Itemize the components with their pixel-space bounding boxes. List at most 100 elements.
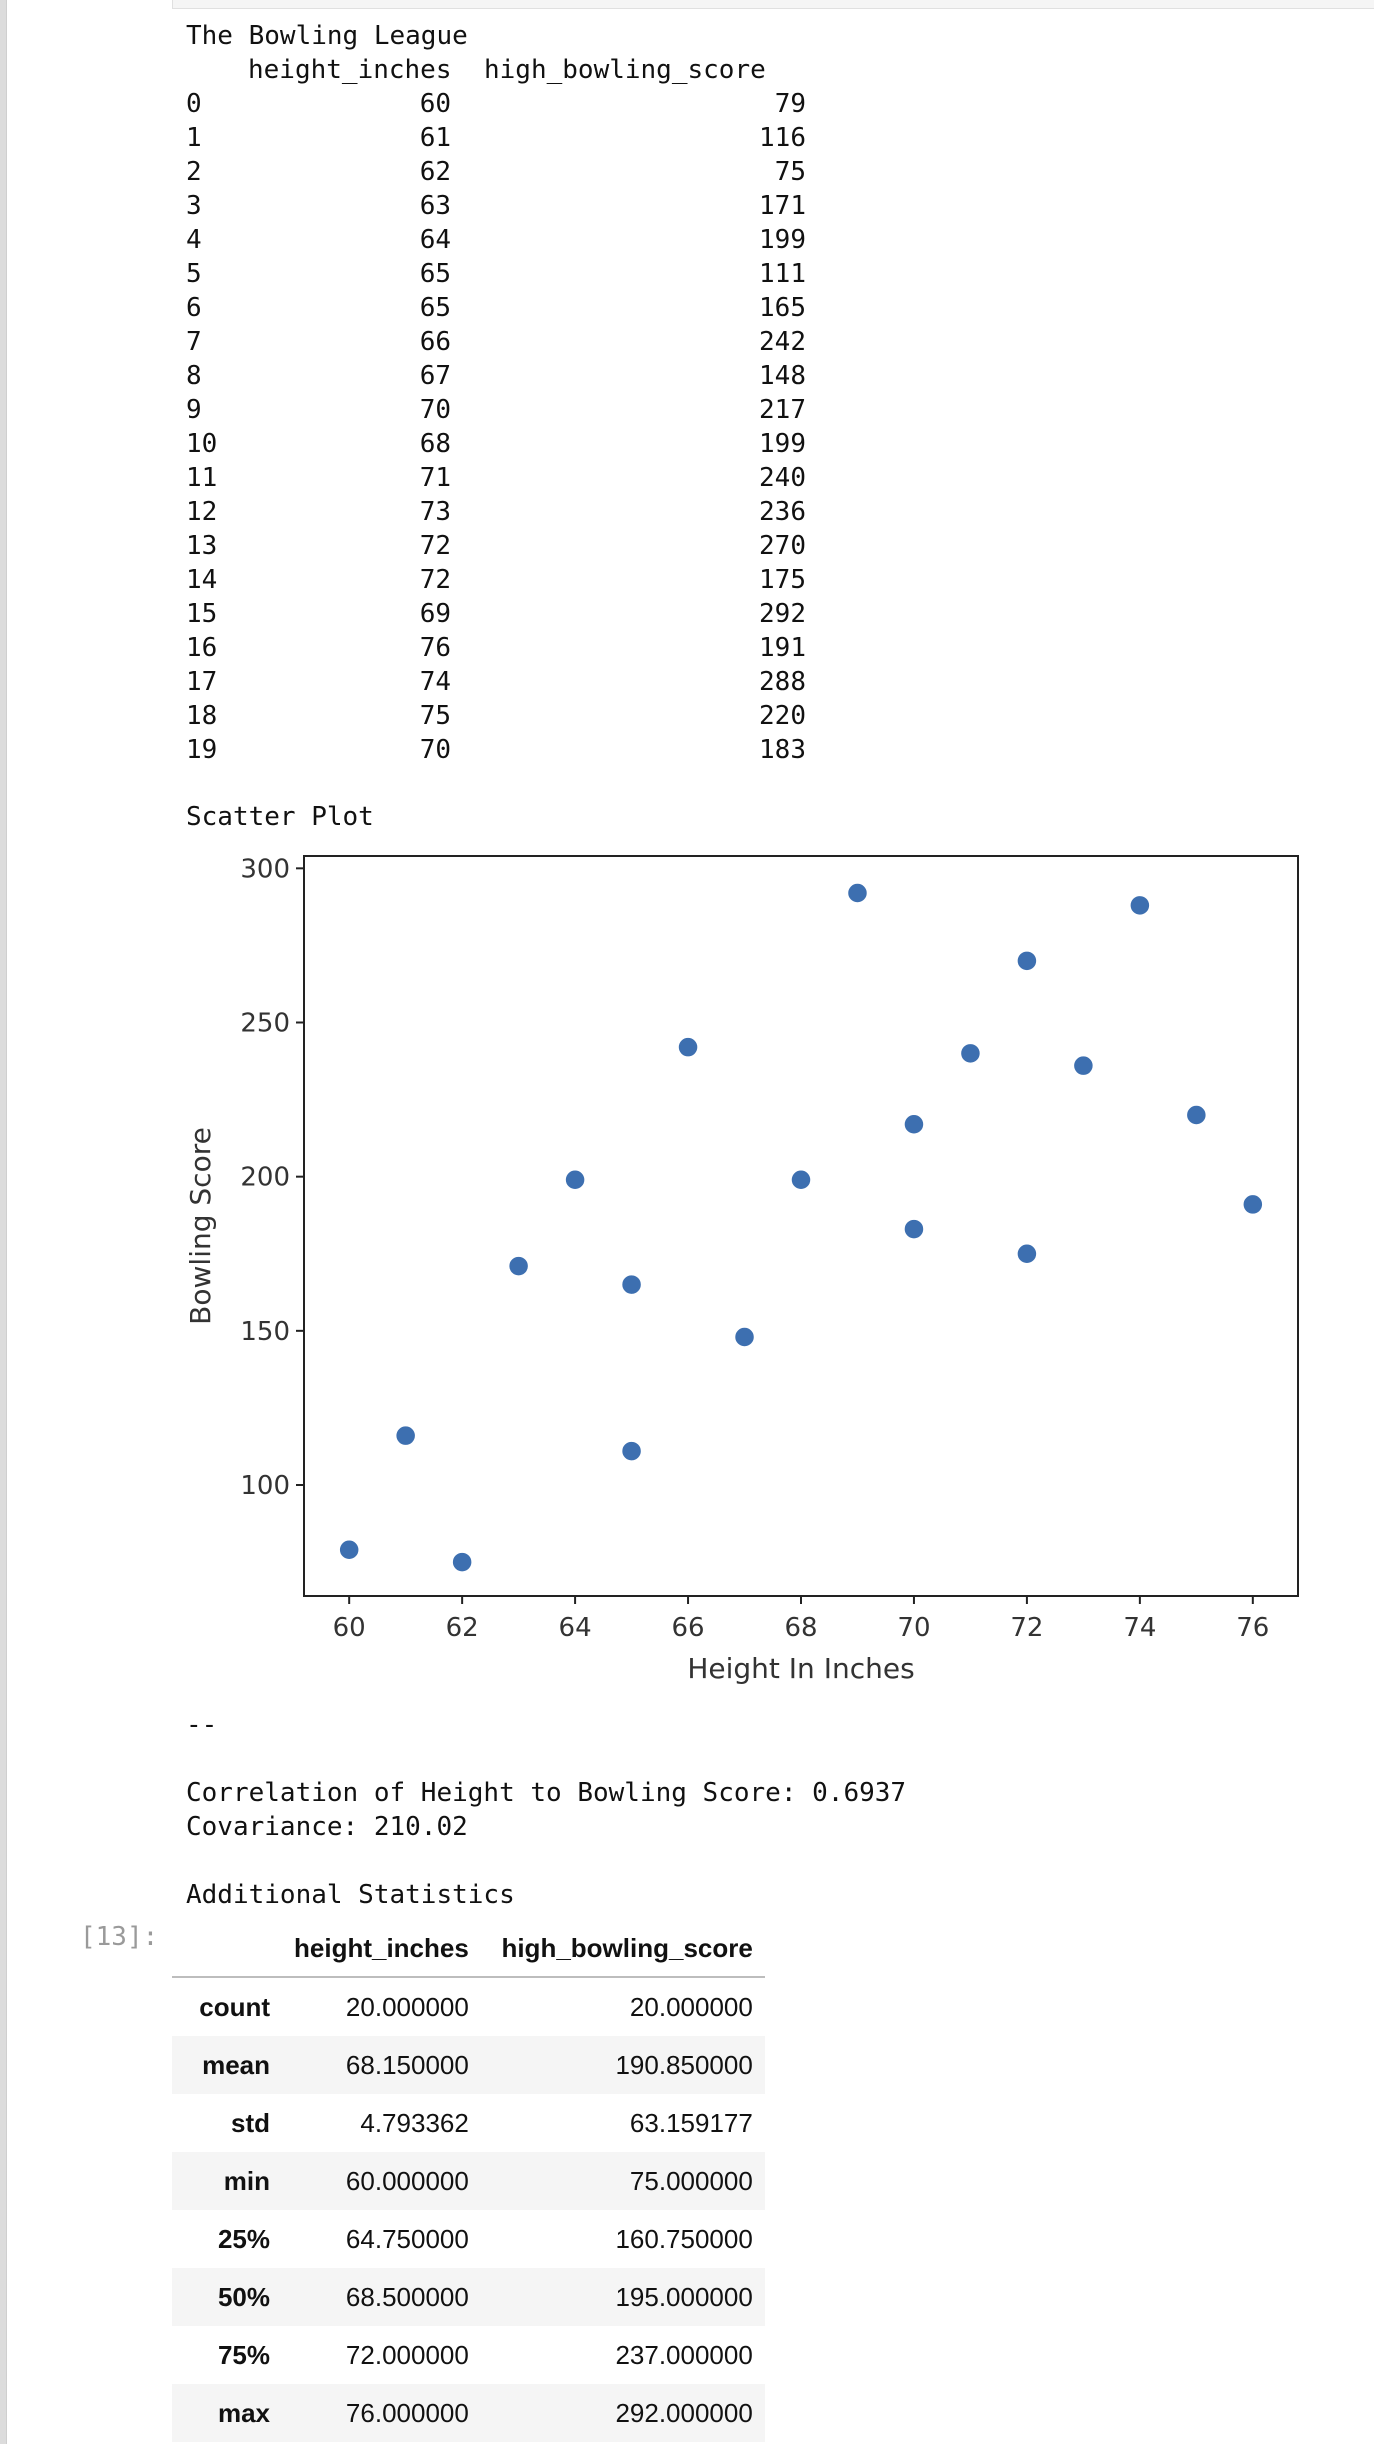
row-index: 4 bbox=[186, 225, 202, 255]
stats-row: 75% 72.000000 237.000000 bbox=[172, 2326, 765, 2384]
row-index: 11 bbox=[186, 463, 218, 493]
scatter-point bbox=[903, 1113, 925, 1135]
score-value: 236 bbox=[759, 497, 806, 527]
height-value: 60 bbox=[419, 89, 451, 119]
score-value: 292 bbox=[759, 599, 806, 629]
row-index: 18 bbox=[186, 701, 218, 731]
x-axis-label: Height In Inches bbox=[687, 1652, 914, 1685]
height-value: 67 bbox=[419, 361, 451, 391]
score-value: 171 bbox=[759, 191, 806, 221]
height-value: 65 bbox=[419, 293, 451, 323]
scatter-point bbox=[620, 1440, 643, 1462]
stats-column-header-height: height_inches bbox=[282, 1920, 481, 1978]
stats-height-value: 60.000000 bbox=[345, 2165, 469, 2196]
row-index: 1 bbox=[186, 123, 202, 153]
scatter-point bbox=[733, 1326, 756, 1348]
height-value: 61 bbox=[419, 123, 451, 153]
score-value: 116 bbox=[759, 123, 806, 153]
score-value: 79 bbox=[774, 89, 806, 119]
scatter-point bbox=[1185, 1104, 1208, 1126]
scatter-point bbox=[846, 882, 869, 904]
x-axis-ticks: 60 62 64 66 68 70 72 74 76 bbox=[333, 1596, 1269, 1643]
x-tick-label: 66 bbox=[671, 1613, 704, 1643]
stats-height-value: 64.750000 bbox=[345, 2223, 469, 2254]
stats-score-value: 20.000000 bbox=[629, 1991, 753, 2022]
height-value: 72 bbox=[419, 531, 451, 561]
scatter-point bbox=[903, 1218, 925, 1240]
row-index: 17 bbox=[186, 667, 218, 697]
row-index: 7 bbox=[186, 327, 202, 357]
stats-score-value: 195.000000 bbox=[615, 2281, 753, 2312]
row-index: 2 bbox=[186, 157, 202, 187]
stats-row-label: mean bbox=[202, 2049, 270, 2080]
height-value: 76 bbox=[419, 633, 451, 663]
stats-row: std 4.793362 63.159177 bbox=[172, 2094, 765, 2152]
row-index: 14 bbox=[186, 565, 218, 595]
height-value: 71 bbox=[419, 463, 451, 493]
stats-column-header-score: high_bowling_score bbox=[480, 1920, 765, 1978]
score-value: 199 bbox=[759, 429, 806, 459]
height-value: 72 bbox=[419, 565, 451, 595]
score-value: 199 bbox=[759, 225, 806, 255]
score-value: 242 bbox=[759, 327, 806, 357]
scatter-point bbox=[620, 1273, 643, 1296]
row-index: 0 bbox=[186, 89, 202, 119]
describe-statistics-table: height_inches high_bowling_score count 20… bbox=[172, 1920, 765, 2442]
stats-corner-cell bbox=[172, 1920, 282, 1978]
score-value: 75 bbox=[774, 157, 806, 187]
row-index: 5 bbox=[186, 259, 202, 289]
height-value: 70 bbox=[419, 735, 451, 765]
stats-score-value: 63.159177 bbox=[629, 2107, 753, 2138]
score-value: 217 bbox=[759, 395, 806, 425]
score-value: 220 bbox=[759, 701, 806, 731]
row-index: 8 bbox=[186, 361, 202, 391]
stats-height-value: 72.000000 bbox=[345, 2339, 469, 2370]
x-tick-label: 70 bbox=[897, 1613, 930, 1643]
row-index: 12 bbox=[186, 497, 218, 527]
row-index: 19 bbox=[186, 735, 218, 765]
height-value: 74 bbox=[419, 667, 451, 697]
scatter-heading: Scatter Plot bbox=[186, 802, 374, 832]
additional-statistics-heading: Additional Statistics bbox=[186, 1880, 515, 1910]
scatter-point bbox=[677, 1036, 699, 1058]
stats-row-label: 75% bbox=[217, 2339, 270, 2370]
score-value: 148 bbox=[759, 361, 806, 391]
scatter-point bbox=[451, 1551, 473, 1573]
stats-row: max 76.000000 292.000000 bbox=[172, 2384, 765, 2442]
height-value: 62 bbox=[419, 157, 451, 187]
stats-score-value: 237.000000 bbox=[615, 2339, 753, 2370]
stats-row-label: std bbox=[231, 2107, 270, 2138]
plot-area-frame bbox=[303, 855, 1299, 1597]
previous-cell-edge bbox=[172, 0, 1374, 9]
separator-text: -- bbox=[186, 1710, 218, 1740]
stats-row-label: count bbox=[199, 1991, 270, 2022]
cell-collapser-rail[interactable] bbox=[0, 0, 7, 2444]
x-tick-label: 76 bbox=[1236, 1613, 1269, 1643]
scatter-point bbox=[1129, 894, 1151, 917]
stats-row-label: 25% bbox=[217, 2223, 270, 2254]
x-tick-label: 60 bbox=[333, 1613, 366, 1643]
stats-row: mean 68.150000 190.850000 bbox=[172, 2036, 765, 2094]
height-value: 73 bbox=[419, 497, 451, 527]
row-index: 6 bbox=[186, 293, 202, 323]
stats-row-label: 50% bbox=[217, 2281, 270, 2312]
stats-score-value: 75.000000 bbox=[629, 2165, 753, 2196]
row-index: 10 bbox=[186, 429, 218, 459]
scatter-point bbox=[338, 1539, 360, 1561]
height-value: 66 bbox=[419, 327, 451, 357]
x-tick-label: 74 bbox=[1123, 1613, 1156, 1643]
height-value: 63 bbox=[419, 191, 451, 221]
covariance-text: Covariance: 210.02 bbox=[186, 1812, 468, 1842]
score-value: 240 bbox=[759, 463, 806, 493]
y-tick-label: 200 bbox=[240, 1163, 290, 1193]
stats-score-value: 160.750000 bbox=[615, 2223, 753, 2254]
x-tick-label: 62 bbox=[446, 1613, 479, 1643]
cell-execution-prompt: [13]: bbox=[80, 1922, 159, 1952]
stats-header-row: height_inches high_bowling_score bbox=[172, 1920, 765, 1978]
y-tick-label: 100 bbox=[240, 1471, 290, 1501]
stats-row-label: min bbox=[223, 2165, 270, 2196]
y-tick-label: 150 bbox=[240, 1317, 290, 1347]
row-index: 9 bbox=[186, 395, 202, 425]
x-tick-label: 68 bbox=[784, 1613, 817, 1643]
stats-score-value: 190.850000 bbox=[615, 2049, 753, 2080]
